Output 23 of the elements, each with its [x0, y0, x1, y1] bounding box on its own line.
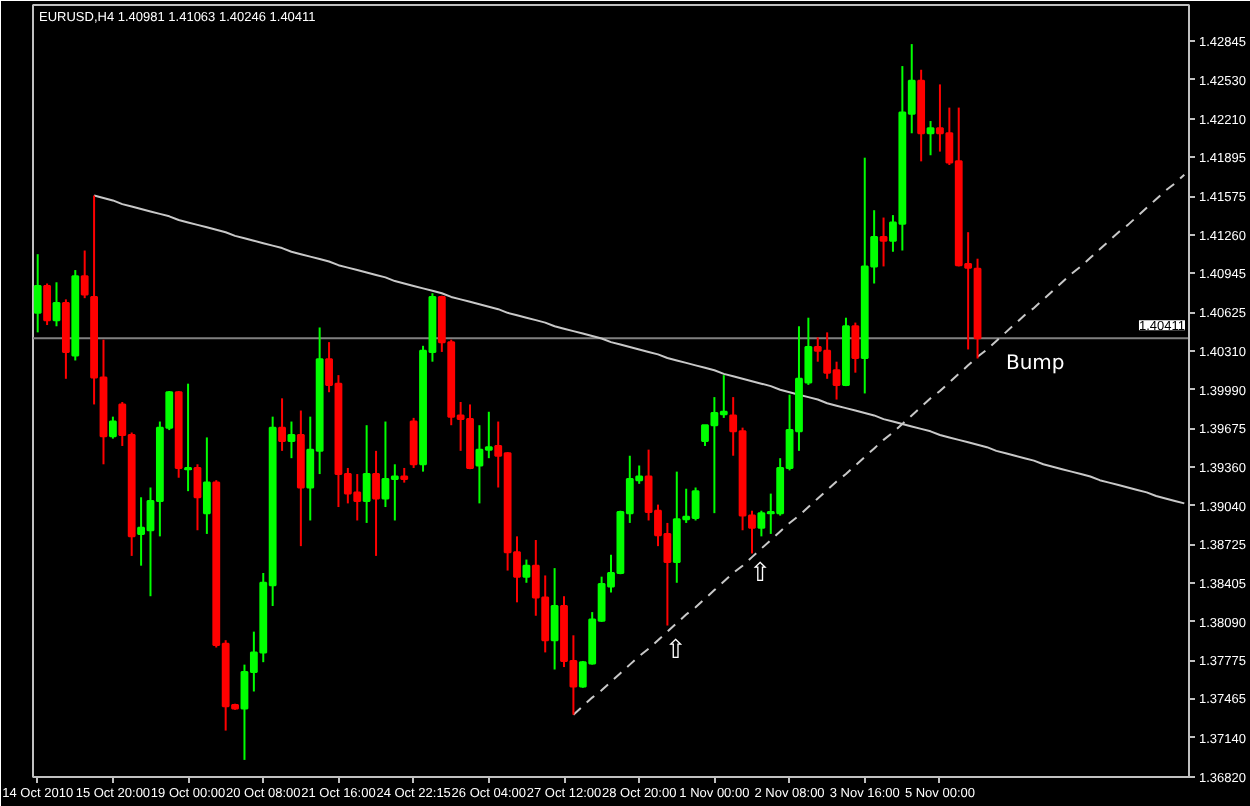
- candlestick: [43, 282, 52, 327]
- candlestick: [522, 558, 531, 584]
- candlestick: [80, 249, 89, 300]
- annotation: ⇧: [664, 636, 687, 667]
- candlestick: [879, 216, 888, 268]
- candlestick: [108, 415, 117, 440]
- candlestick: [193, 463, 202, 532]
- candlestick: [550, 567, 559, 671]
- candlestick: [372, 449, 380, 557]
- candlestick: [484, 410, 493, 460]
- candlestick: [926, 120, 935, 157]
- candlestick: [184, 382, 192, 493]
- candlestick: [851, 321, 860, 374]
- candlestick: [390, 463, 399, 522]
- candlestick: [52, 281, 61, 328]
- candlestick: [278, 397, 286, 452]
- candlestick: [362, 424, 371, 524]
- annotation: ⇧: [749, 558, 772, 589]
- annotation: Bump: [1005, 352, 1065, 375]
- candlestick: [409, 416, 418, 469]
- candlestick: [33, 253, 42, 334]
- candlestick: [287, 420, 296, 460]
- candlestick: [202, 436, 211, 535]
